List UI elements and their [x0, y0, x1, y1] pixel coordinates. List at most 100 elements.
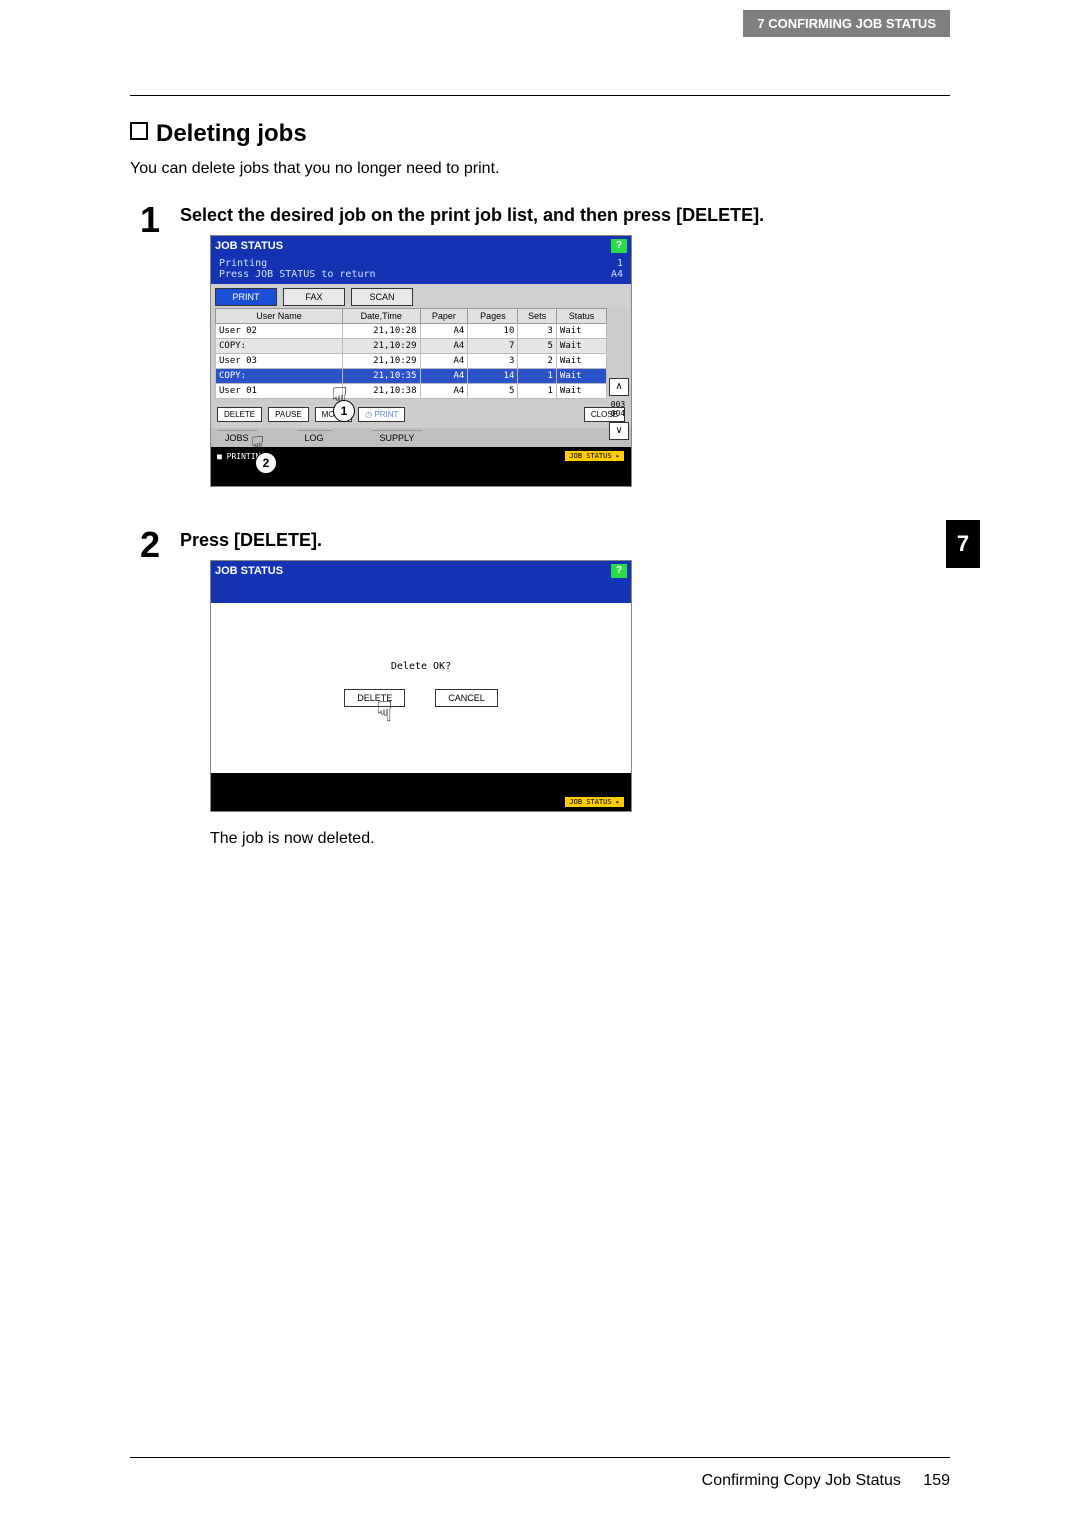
- rule-bottom: [130, 1457, 950, 1458]
- sub-right-2: A4: [611, 269, 623, 280]
- page-number: 159: [923, 1472, 950, 1489]
- scroll-counter: 003 004: [609, 400, 627, 418]
- table-cell: A4: [420, 339, 468, 354]
- table-cell: 3: [468, 354, 518, 369]
- screenshot-job-list: JOB STATUS ? Printing Press JOB STATUS t…: [210, 235, 632, 487]
- table-cell: User 01: [216, 384, 343, 399]
- callout-1: 1: [333, 400, 355, 422]
- table-cell: Wait: [556, 384, 606, 399]
- table-cell: Wait: [556, 369, 606, 384]
- table-row[interactable]: COPY:21,10:29A475Wait: [216, 339, 607, 354]
- table-cell: A4: [420, 324, 468, 339]
- table-cell: Wait: [556, 339, 606, 354]
- table-cell: 5: [518, 339, 557, 354]
- step-1-text: Select the desired job on the print job …: [180, 205, 764, 225]
- panel-title: JOB STATUS: [215, 240, 283, 252]
- panel-title-bar: JOB STATUS ?: [211, 561, 631, 581]
- table-cell: User 03: [216, 354, 343, 369]
- section-title: Deleting jobs: [130, 120, 307, 148]
- status-bar: JOB STATUS ▸: [211, 793, 631, 811]
- scroll-down-icon[interactable]: ∨: [609, 422, 629, 440]
- table-row[interactable]: User 0221,10:28A4103Wait: [216, 324, 607, 339]
- spacer: [211, 773, 631, 793]
- dialog-button-row: DELETE CANCEL: [211, 689, 631, 707]
- chapter-header: 7 CONFIRMING JOB STATUS: [743, 10, 950, 37]
- rule-top: [130, 95, 950, 96]
- tab-supply[interactable]: SUPPLY: [372, 430, 423, 445]
- col-user: User Name: [216, 309, 343, 324]
- sub-right-1: 1: [611, 258, 623, 269]
- print-button[interactable]: ◷ PRINT: [358, 407, 405, 422]
- job-table: User Name Date,Time Paper Pages Sets Sta…: [215, 308, 607, 399]
- footer: Confirming Copy Job Status 159: [702, 1472, 950, 1490]
- tab-scan[interactable]: SCAN: [351, 288, 413, 306]
- intro-text: You can delete jobs that you no longer n…: [130, 160, 499, 178]
- table-cell: Wait: [556, 324, 606, 339]
- table-cell: 3: [518, 324, 557, 339]
- table-cell: 14: [468, 369, 518, 384]
- col-pages: Pages: [468, 309, 518, 324]
- table-row[interactable]: COPY:21,10:35A4141Wait: [216, 369, 607, 384]
- step-2-text: Press [DELETE].: [180, 530, 322, 550]
- dialog-area: Delete OK? DELETE CANCEL ☟: [211, 603, 631, 773]
- help-icon[interactable]: ?: [611, 564, 627, 578]
- help-icon[interactable]: ?: [611, 239, 627, 253]
- cancel-button[interactable]: CANCEL: [435, 689, 498, 707]
- table-row[interactable]: User 0121,10:38A451Wait: [216, 384, 607, 399]
- table-cell: 5: [468, 384, 518, 399]
- tab-jobs[interactable]: JOBS: [217, 430, 257, 445]
- table-cell: 10: [468, 324, 518, 339]
- table-cell: 2: [518, 354, 557, 369]
- result-text: The job is now deleted.: [210, 830, 375, 848]
- action-button-row: DELETE PAUSE MOVE ◷ PRINT CLOSE: [211, 401, 631, 428]
- col-date: Date,Time: [343, 309, 421, 324]
- table-cell: A4: [420, 384, 468, 399]
- table-cell: User 02: [216, 324, 343, 339]
- table-cell: COPY:: [216, 369, 343, 384]
- table-cell: 7: [468, 339, 518, 354]
- pause-button[interactable]: PAUSE: [268, 407, 309, 422]
- step-2: 2 Press [DELETE].: [140, 530, 322, 551]
- table-cell: 21,10:28: [343, 324, 421, 339]
- table-row[interactable]: User 0321,10:29A432Wait: [216, 354, 607, 369]
- job-status-button[interactable]: JOB STATUS ▸: [564, 796, 625, 808]
- col-sets: Sets: [518, 309, 557, 324]
- col-status: Status: [556, 309, 606, 324]
- footer-title: Confirming Copy Job Status: [702, 1472, 901, 1489]
- delete-button[interactable]: DELETE: [217, 407, 262, 422]
- table-cell: A4: [420, 369, 468, 384]
- tab-bar: PRINT FAX SCAN: [211, 284, 631, 306]
- table-cell: 21,10:29: [343, 339, 421, 354]
- scroll-controls: ∧ 003 004 ∨: [609, 378, 627, 444]
- table-cell: 1: [518, 369, 557, 384]
- tab-fax[interactable]: FAX: [283, 288, 345, 306]
- table-cell: COPY:: [216, 339, 343, 354]
- section-title-text: Deleting jobs: [156, 120, 307, 147]
- sub-line-1: Printing: [219, 258, 376, 269]
- panel-sub-bar: Printing Press JOB STATUS to return 1 A4: [211, 256, 631, 284]
- tab-log[interactable]: LOG: [297, 430, 332, 445]
- scroll-up-icon[interactable]: ∧: [609, 378, 629, 396]
- step-1: 1 Select the desired job on the print jo…: [140, 205, 764, 226]
- table-cell: A4: [420, 354, 468, 369]
- sub-line-2: Press JOB STATUS to return: [219, 269, 376, 280]
- dialog-message: Delete OK?: [211, 661, 631, 672]
- step-number: 1: [140, 199, 160, 241]
- job-status-button[interactable]: JOB STATUS ▸: [564, 450, 625, 462]
- callout-2: 2: [255, 452, 277, 474]
- bullet-square-icon: [130, 122, 148, 140]
- table-cell: 21,10:38: [343, 384, 421, 399]
- table-cell: 21,10:35: [343, 369, 421, 384]
- table-cell: 1: [518, 384, 557, 399]
- confirm-delete-button[interactable]: DELETE: [344, 689, 405, 707]
- panel-sub-bar: [211, 581, 631, 603]
- table-cell: Wait: [556, 354, 606, 369]
- panel-title-bar: JOB STATUS ?: [211, 236, 631, 256]
- step-number: 2: [140, 524, 160, 566]
- chapter-side-tab: 7: [946, 520, 980, 568]
- bottom-tab-bar: JOBS LOG SUPPLY: [211, 428, 631, 447]
- tab-print[interactable]: PRINT: [215, 288, 277, 306]
- table-cell: 21,10:29: [343, 354, 421, 369]
- panel-title: JOB STATUS: [215, 565, 283, 577]
- screenshot-confirm-delete: JOB STATUS ? Delete OK? DELETE CANCEL ☟ …: [210, 560, 632, 812]
